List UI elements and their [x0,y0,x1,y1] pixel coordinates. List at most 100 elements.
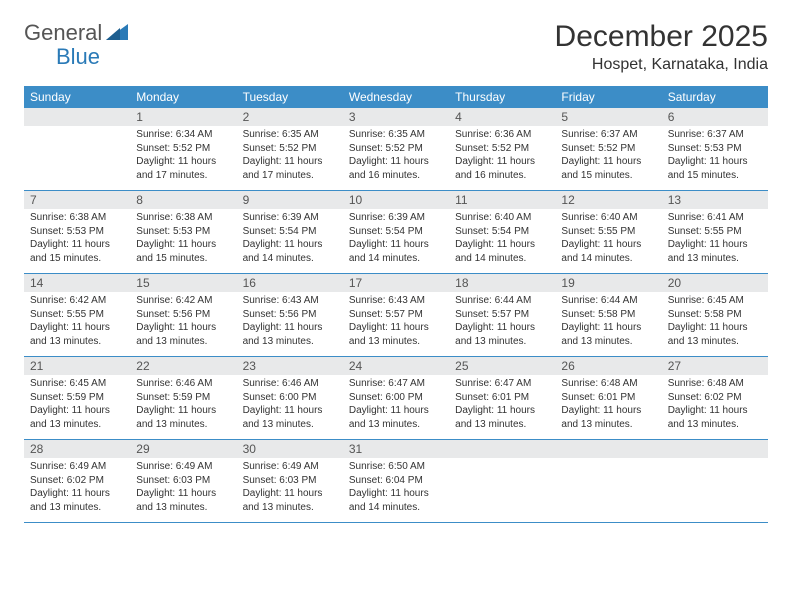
logo-text-general: General [24,20,102,46]
daylight-text: Daylight: 11 hours and 13 minutes. [30,404,124,431]
daylight-text: Daylight: 11 hours and 13 minutes. [455,404,549,431]
sunset-text: Sunset: 5:59 PM [30,391,124,405]
week-row: 14Sunrise: 6:42 AMSunset: 5:55 PMDayligh… [24,274,768,357]
sunset-text: Sunset: 5:54 PM [243,225,337,239]
day-body: Sunrise: 6:42 AMSunset: 5:56 PMDaylight:… [130,292,236,354]
sunset-text: Sunset: 6:02 PM [30,474,124,488]
week-row: 21Sunrise: 6:45 AMSunset: 5:59 PMDayligh… [24,357,768,440]
day-body: Sunrise: 6:43 AMSunset: 5:56 PMDaylight:… [237,292,343,354]
day-number: 23 [237,357,343,375]
day-body: Sunrise: 6:48 AMSunset: 6:02 PMDaylight:… [662,375,768,437]
day-cell: 13Sunrise: 6:41 AMSunset: 5:55 PMDayligh… [662,191,768,273]
sunset-text: Sunset: 6:03 PM [136,474,230,488]
day-number: 26 [555,357,661,375]
day-cell: 23Sunrise: 6:46 AMSunset: 6:00 PMDayligh… [237,357,343,439]
day-cell [555,440,661,522]
sunrise-text: Sunrise: 6:48 AM [668,377,762,391]
sunset-text: Sunset: 5:54 PM [349,225,443,239]
day-number: 10 [343,191,449,209]
sunrise-text: Sunrise: 6:43 AM [243,294,337,308]
day-body: Sunrise: 6:42 AMSunset: 5:55 PMDaylight:… [24,292,130,354]
day-cell: 3Sunrise: 6:35 AMSunset: 5:52 PMDaylight… [343,108,449,190]
sunset-text: Sunset: 5:57 PM [455,308,549,322]
day-cell [24,108,130,190]
sunrise-text: Sunrise: 6:35 AM [243,128,337,142]
day-cell: 29Sunrise: 6:49 AMSunset: 6:03 PMDayligh… [130,440,236,522]
sunset-text: Sunset: 5:56 PM [243,308,337,322]
day-cell: 2Sunrise: 6:35 AMSunset: 5:52 PMDaylight… [237,108,343,190]
sunrise-text: Sunrise: 6:42 AM [136,294,230,308]
sunrise-text: Sunrise: 6:38 AM [136,211,230,225]
sunset-text: Sunset: 5:52 PM [136,142,230,156]
day-number: 7 [24,191,130,209]
day-cell: 10Sunrise: 6:39 AMSunset: 5:54 PMDayligh… [343,191,449,273]
calendar: SundayMondayTuesdayWednesdayThursdayFrid… [24,86,768,523]
day-body: Sunrise: 6:40 AMSunset: 5:55 PMDaylight:… [555,209,661,271]
sunset-text: Sunset: 5:57 PM [349,308,443,322]
day-cell: 12Sunrise: 6:40 AMSunset: 5:55 PMDayligh… [555,191,661,273]
day-cell: 19Sunrise: 6:44 AMSunset: 5:58 PMDayligh… [555,274,661,356]
day-cell: 7Sunrise: 6:38 AMSunset: 5:53 PMDaylight… [24,191,130,273]
sunset-text: Sunset: 5:58 PM [668,308,762,322]
sunset-text: Sunset: 5:55 PM [30,308,124,322]
daylight-text: Daylight: 11 hours and 13 minutes. [136,487,230,514]
day-body: Sunrise: 6:35 AMSunset: 5:52 PMDaylight:… [343,126,449,188]
sunset-text: Sunset: 5:53 PM [30,225,124,239]
day-body: Sunrise: 6:47 AMSunset: 6:00 PMDaylight:… [343,375,449,437]
day-number: 11 [449,191,555,209]
sunset-text: Sunset: 6:01 PM [561,391,655,405]
sunrise-text: Sunrise: 6:50 AM [349,460,443,474]
day-number [449,440,555,458]
sunrise-text: Sunrise: 6:44 AM [561,294,655,308]
daylight-text: Daylight: 11 hours and 15 minutes. [136,238,230,265]
weeks-container: 1Sunrise: 6:34 AMSunset: 5:52 PMDaylight… [24,108,768,523]
sunset-text: Sunset: 6:00 PM [243,391,337,405]
daylight-text: Daylight: 11 hours and 13 minutes. [668,238,762,265]
sunrise-text: Sunrise: 6:39 AM [243,211,337,225]
daylight-text: Daylight: 11 hours and 13 minutes. [349,321,443,348]
daylight-text: Daylight: 11 hours and 14 minutes. [349,238,443,265]
day-number: 28 [24,440,130,458]
day-cell: 8Sunrise: 6:38 AMSunset: 5:53 PMDaylight… [130,191,236,273]
daylight-text: Daylight: 11 hours and 13 minutes. [243,487,337,514]
sunset-text: Sunset: 5:53 PM [668,142,762,156]
sunset-text: Sunset: 5:55 PM [668,225,762,239]
day-number: 15 [130,274,236,292]
day-body: Sunrise: 6:45 AMSunset: 5:58 PMDaylight:… [662,292,768,354]
day-body: Sunrise: 6:39 AMSunset: 5:54 PMDaylight:… [343,209,449,271]
sunrise-text: Sunrise: 6:40 AM [455,211,549,225]
weekday-header: Tuesday [237,86,343,108]
day-body: Sunrise: 6:48 AMSunset: 6:01 PMDaylight:… [555,375,661,437]
day-number: 31 [343,440,449,458]
daylight-text: Daylight: 11 hours and 14 minutes. [349,487,443,514]
weekday-header: Wednesday [343,86,449,108]
sunrise-text: Sunrise: 6:37 AM [668,128,762,142]
day-body: Sunrise: 6:49 AMSunset: 6:03 PMDaylight:… [237,458,343,520]
sunrise-text: Sunrise: 6:35 AM [349,128,443,142]
day-number: 9 [237,191,343,209]
day-cell: 26Sunrise: 6:48 AMSunset: 6:01 PMDayligh… [555,357,661,439]
title-block: December 2025 Hospet, Karnataka, India [555,20,768,74]
day-body: Sunrise: 6:41 AMSunset: 5:55 PMDaylight:… [662,209,768,271]
daylight-text: Daylight: 11 hours and 13 minutes. [136,321,230,348]
weekday-header: Sunday [24,86,130,108]
daylight-text: Daylight: 11 hours and 14 minutes. [455,238,549,265]
daylight-text: Daylight: 11 hours and 13 minutes. [243,321,337,348]
sunrise-text: Sunrise: 6:46 AM [243,377,337,391]
day-body: Sunrise: 6:35 AMSunset: 5:52 PMDaylight:… [237,126,343,188]
day-cell [662,440,768,522]
day-cell: 18Sunrise: 6:44 AMSunset: 5:57 PMDayligh… [449,274,555,356]
day-number: 21 [24,357,130,375]
day-cell: 9Sunrise: 6:39 AMSunset: 5:54 PMDaylight… [237,191,343,273]
day-number: 27 [662,357,768,375]
day-body: Sunrise: 6:44 AMSunset: 5:57 PMDaylight:… [449,292,555,354]
day-cell: 30Sunrise: 6:49 AMSunset: 6:03 PMDayligh… [237,440,343,522]
sunset-text: Sunset: 5:52 PM [455,142,549,156]
day-number: 6 [662,108,768,126]
sunset-text: Sunset: 5:55 PM [561,225,655,239]
daylight-text: Daylight: 11 hours and 16 minutes. [455,155,549,182]
sunset-text: Sunset: 5:59 PM [136,391,230,405]
sunrise-text: Sunrise: 6:48 AM [561,377,655,391]
day-cell: 1Sunrise: 6:34 AMSunset: 5:52 PMDaylight… [130,108,236,190]
daylight-text: Daylight: 11 hours and 14 minutes. [561,238,655,265]
